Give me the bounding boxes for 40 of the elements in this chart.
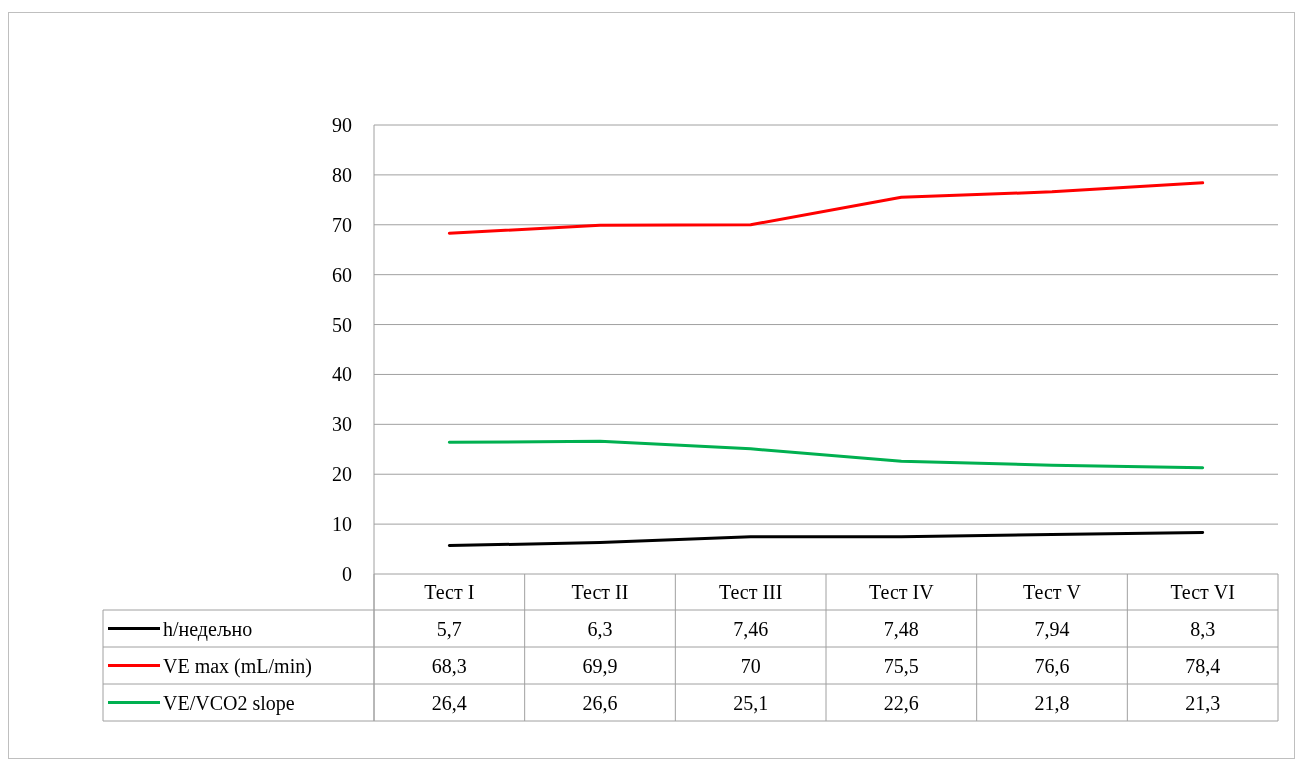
data-label: 22,6 bbox=[883, 691, 919, 714]
line-series bbox=[447, 531, 1205, 548]
x-tick-label: Тест VI bbox=[1170, 581, 1235, 603]
x-tick-label: Тест I bbox=[424, 581, 475, 603]
data-label: 8,3 bbox=[1190, 617, 1216, 640]
data-label: 25,1 bbox=[733, 691, 769, 714]
x-tick-label: Тест II bbox=[571, 581, 629, 603]
data-label: 70 bbox=[740, 654, 761, 677]
legend-label: VE/VCO2 slope bbox=[163, 691, 295, 715]
x-tick-label: Тест III bbox=[718, 581, 783, 603]
data-label: 7,48 bbox=[883, 617, 919, 640]
data-label: 69,9 bbox=[582, 654, 618, 677]
data-label: 7,46 bbox=[733, 617, 769, 640]
x-tick-label: Тест IV bbox=[869, 581, 935, 603]
y-tick-label: 0 bbox=[342, 563, 352, 585]
data-label: 26,6 bbox=[582, 691, 618, 714]
data-label: 76,6 bbox=[1034, 654, 1070, 677]
data-label: 21,8 bbox=[1034, 691, 1070, 714]
y-tick-label: 20 bbox=[332, 463, 352, 486]
data-label: 68,3 bbox=[431, 654, 467, 677]
data-label: 75,5 bbox=[883, 654, 919, 677]
legend-label: h/недељно bbox=[163, 617, 253, 641]
y-tick-label: 50 bbox=[332, 313, 352, 336]
data-label: 7,94 bbox=[1034, 617, 1070, 640]
x-tick-label: Тест V bbox=[1023, 581, 1082, 603]
data-label: 21,3 bbox=[1185, 691, 1221, 714]
y-tick-label: 40 bbox=[332, 363, 352, 386]
legend-label: VE max (mL/min) bbox=[163, 654, 312, 678]
line-series bbox=[447, 439, 1205, 470]
data-label: 78,4 bbox=[1185, 654, 1221, 677]
y-tick-label: 30 bbox=[332, 413, 352, 436]
y-tick-label: 60 bbox=[332, 263, 352, 286]
data-label: 6,3 bbox=[587, 617, 613, 640]
y-tick-label: 90 bbox=[332, 114, 352, 136]
y-tick-label: 10 bbox=[332, 513, 352, 536]
y-tick-label: 80 bbox=[332, 163, 352, 186]
line-series bbox=[447, 181, 1205, 235]
data-label: 26,4 bbox=[431, 691, 467, 714]
y-tick-label: 70 bbox=[332, 213, 352, 236]
data-label: 5,7 bbox=[436, 617, 462, 640]
